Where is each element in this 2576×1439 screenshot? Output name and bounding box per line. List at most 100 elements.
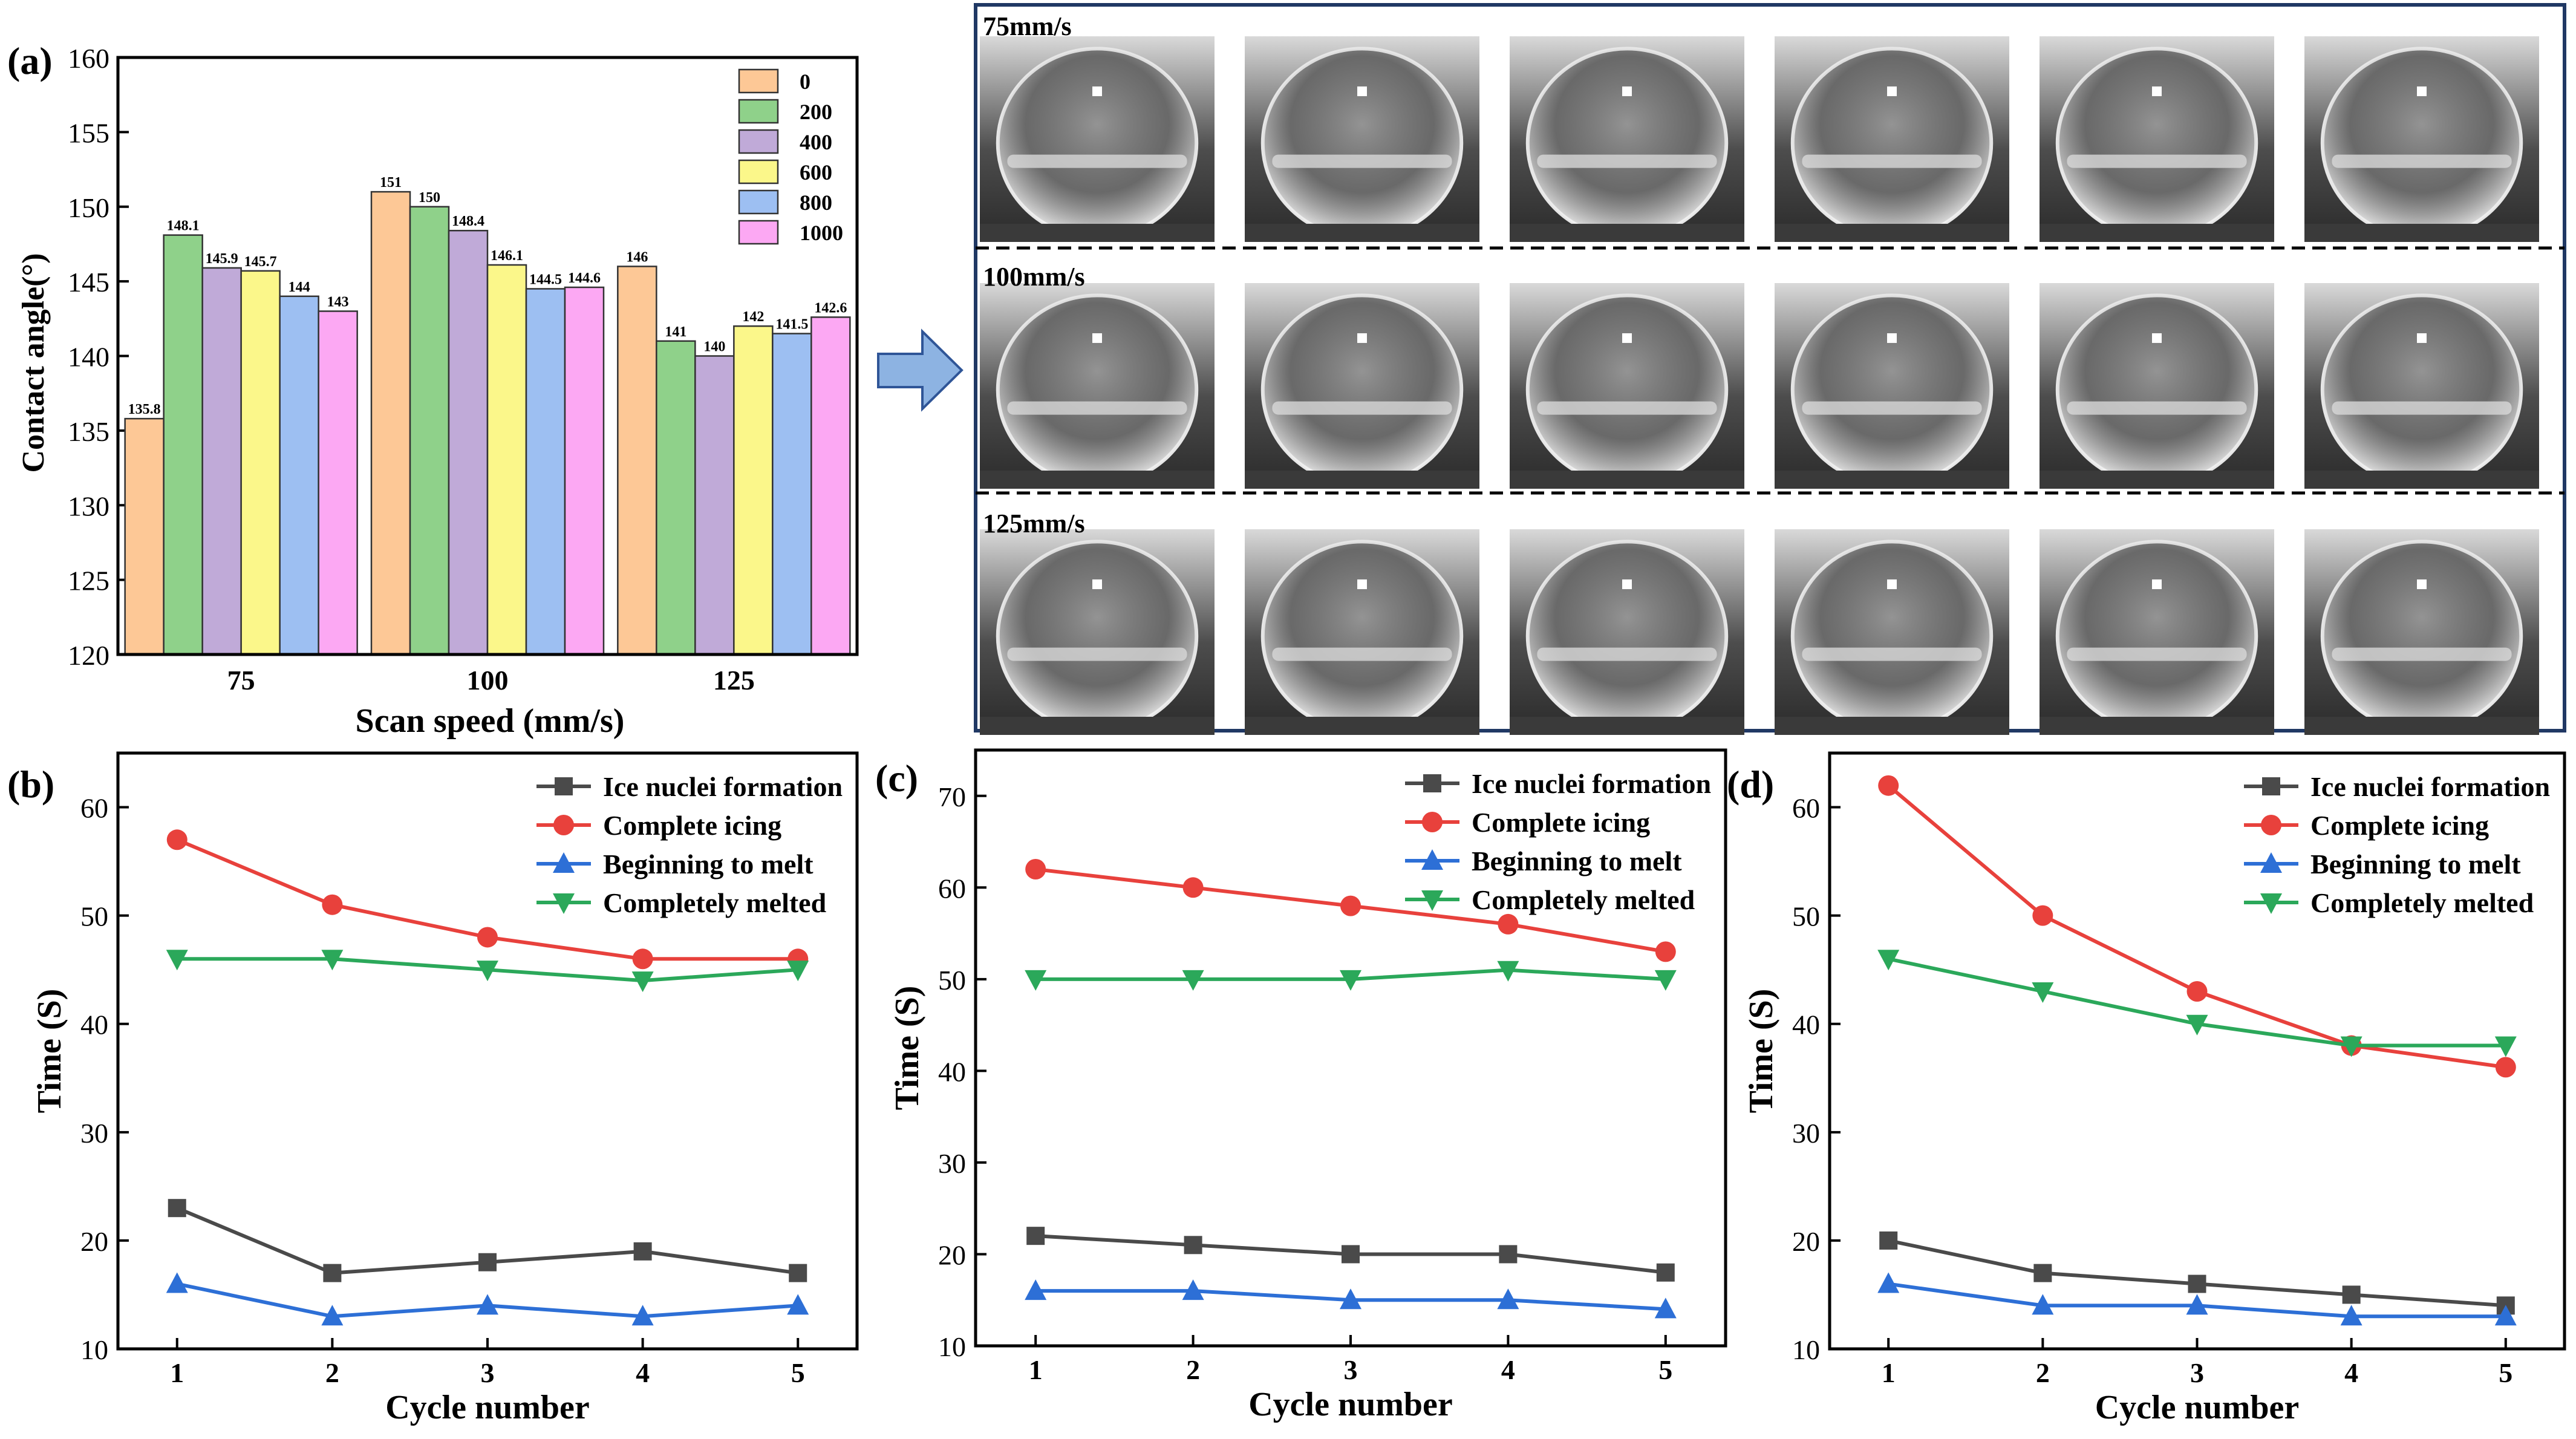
droplet-photo	[1510, 283, 1744, 489]
x-tick-label: 1	[170, 1357, 184, 1388]
data-point	[1182, 877, 1204, 898]
droplet-photo	[2040, 283, 2274, 489]
data-point	[477, 1294, 498, 1315]
photo-row-label: 75mm/s	[983, 11, 1072, 41]
legend-marker	[553, 852, 575, 873]
y-tick-label: 140	[68, 342, 109, 373]
y-tick-label: 10	[938, 1331, 966, 1362]
legend-label: Beginning to melt	[2310, 849, 2521, 879]
droplet-photo	[980, 529, 1215, 735]
y-tick-label: 135	[68, 416, 109, 447]
bar	[486, 264, 527, 656]
legend-swatch	[738, 68, 779, 94]
bar	[810, 316, 851, 656]
data-point	[1655, 941, 1676, 962]
bar-chart-frame	[116, 56, 859, 656]
legend-marker	[1421, 890, 1443, 911]
x-tick-label: 5	[791, 1357, 805, 1388]
legend-swatch	[738, 129, 779, 154]
data-point	[1499, 1245, 1518, 1264]
data-point	[1877, 1272, 1900, 1293]
line-chart-legend: Ice nuclei formation Complete icing Beginn…	[536, 771, 843, 918]
legend-swatch	[738, 99, 779, 124]
panel-label: (d)	[1727, 763, 1774, 806]
bar	[525, 288, 566, 656]
bar	[279, 295, 319, 656]
data-point	[2340, 1305, 2362, 1326]
series-line	[1878, 775, 2516, 1078]
x-tick-label: 2	[325, 1357, 339, 1388]
photo-row: 75mm/s	[980, 11, 2539, 242]
data-point	[1877, 950, 1900, 971]
droplet-photo	[1775, 36, 2009, 242]
legend-label: Ice nuclei formation	[1472, 768, 1711, 799]
data-point	[2494, 1036, 2517, 1057]
data-point	[168, 1199, 186, 1218]
legend-label: Beginning to melt	[603, 849, 814, 879]
data-point	[477, 927, 498, 948]
data-point	[166, 829, 187, 850]
bar-chart-value-labels: 135.8 148.1 145.9 145.7 144 143 151 150 148.4 146…	[128, 175, 847, 417]
data-point	[1342, 1245, 1360, 1264]
data-point	[2032, 1294, 2054, 1315]
x-tick-label: 4	[1501, 1354, 1515, 1385]
line-chart-frame	[1828, 751, 2566, 1351]
photo-row: 125mm/s	[980, 509, 2539, 735]
y-tick-label: 150	[68, 192, 109, 223]
data-point	[1025, 970, 1047, 991]
data-point	[2494, 1305, 2517, 1326]
line-chart-legend: Ice nuclei formation Complete icing Beginn…	[2244, 771, 2550, 918]
data-point	[2186, 1014, 2208, 1036]
panel-label: (b)	[7, 763, 54, 806]
x-tick-label: 5	[2499, 1357, 2512, 1388]
y-tick-label: 40	[938, 1056, 966, 1087]
data-point	[166, 950, 188, 971]
line-chart-legend: Ice nuclei formation Complete icing Beginn…	[1405, 768, 1711, 915]
line-chart-frame	[974, 748, 1727, 1348]
data-point	[477, 961, 498, 982]
y-tick-label: 10	[1792, 1334, 1820, 1365]
x-tick-label: 2	[1186, 1354, 1200, 1385]
data-point	[633, 1242, 652, 1261]
droplet-photo	[980, 36, 1215, 242]
x-tick-label: 5	[1658, 1354, 1672, 1385]
legend-label: Ice nuclei formation	[2310, 771, 2550, 802]
droplet-photo	[980, 283, 1215, 489]
legend-marker	[553, 815, 574, 835]
data-point	[632, 948, 653, 970]
legend-label: Ice nuclei formation	[603, 771, 843, 802]
line-chart-ylabel: Time (S)	[31, 989, 68, 1114]
data-point	[1879, 1231, 1898, 1250]
data-point	[166, 1272, 188, 1293]
bar-value-label: 144	[289, 279, 310, 295]
y-tick-label: 40	[1792, 1010, 1820, 1040]
bar-value-label: 144.5	[529, 272, 562, 287]
x-tick-label: 3	[1344, 1354, 1358, 1385]
legend-label: Complete icing	[1472, 807, 1650, 838]
bar-value-label: 148.4	[452, 214, 484, 229]
bar	[370, 191, 411, 656]
y-tick-label: 30	[938, 1148, 966, 1179]
legend-label: 800	[800, 191, 832, 215]
droplet-photo-panel: 75mm/s 100mm/s 125mm/s	[974, 3, 2566, 735]
data-point	[2342, 1285, 2361, 1304]
data-point	[321, 1305, 344, 1326]
legend-marker	[555, 777, 573, 795]
data-point	[631, 971, 654, 993]
series-line	[1025, 1279, 1677, 1319]
legend-marker	[2261, 815, 2281, 835]
right-arrow-icon	[877, 328, 964, 412]
bar-value-label: 146	[626, 249, 648, 265]
y-tick-label: 20	[1792, 1226, 1820, 1257]
droplet-photo	[1775, 283, 2009, 489]
legend-swatch	[738, 189, 779, 215]
photo-row-label: 125mm/s	[983, 509, 1085, 538]
x-tick-label: 3	[481, 1357, 495, 1388]
legend-label: Complete icing	[603, 810, 781, 841]
droplet-photo	[2040, 36, 2274, 242]
photo-panel-frame	[974, 3, 2566, 733]
legend-label: 1000	[800, 221, 843, 245]
bar	[124, 417, 165, 656]
data-point	[2188, 1274, 2206, 1293]
